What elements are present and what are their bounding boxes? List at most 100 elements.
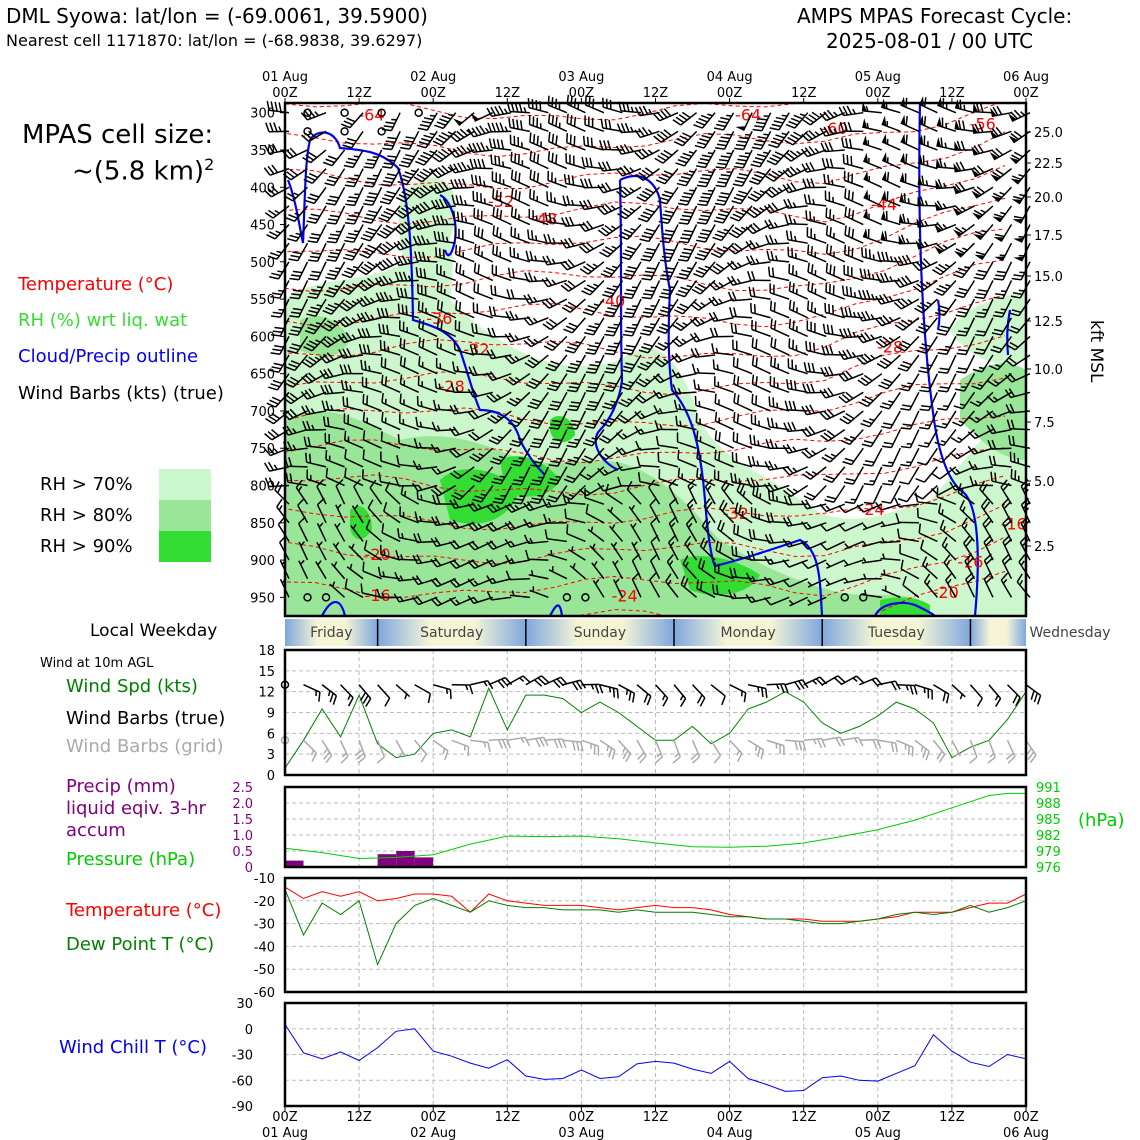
upper-wind-barb-flag: [838, 106, 845, 116]
upper-wind-barb-flag: [471, 323, 474, 333]
upper-wind-barb-flag: [329, 195, 340, 199]
upper-wind-barb-flag: [602, 248, 612, 255]
upper-wind-barb: [862, 135, 883, 151]
upper-wind-barb-flag: [681, 111, 691, 119]
upper-wind-barb-flag: [715, 166, 726, 169]
upper-wind-barb-flag: [750, 550, 756, 561]
upper-wind-barb-flag: [800, 428, 809, 437]
upper-wind-barb: [697, 186, 716, 207]
upper-wind-barb-flag: [527, 405, 537, 410]
upper-wind-barb-flag: [733, 307, 737, 317]
upper-wind-barb: [430, 577, 457, 588]
upper-wind-barb-flag: [631, 572, 640, 580]
upper-wind-barb-flag: [882, 315, 890, 324]
upper-wind-barb-half-flag: [317, 560, 322, 566]
upper-wind-barb: [972, 123, 994, 134]
upper-wind-barb-staff: [751, 422, 771, 431]
upper-wind-barb-flag: [803, 495, 813, 501]
upper-wind-barb-flag: [272, 143, 278, 153]
upper-wind-barb: [763, 596, 790, 606]
upper-wind-barb: [788, 318, 809, 338]
upper-wind-barb-flag: [341, 273, 351, 279]
upper-wind-barb-flag: [337, 334, 345, 343]
upper-wind-barb: [448, 426, 475, 437]
upper-wind-barb-flag: [974, 315, 985, 318]
upper-wind-barb-flag: [356, 313, 363, 323]
upper-wind-barb-flag: [897, 256, 904, 266]
upper-wind-barb-flag: [863, 268, 867, 279]
upper-wind-barb-flag: [739, 484, 745, 494]
upper-wind-barb-flag: [787, 198, 793, 208]
upper-wind-barb-flag: [720, 209, 730, 214]
upper-wind-barb-flag: [418, 141, 429, 146]
upper-wind-barb: [916, 217, 938, 228]
upper-wind-barb-flag: [510, 289, 515, 299]
upper-wind-barb-flag: [311, 233, 321, 236]
upper-wind-barb: [825, 225, 846, 244]
upper-wind-barb: [654, 149, 679, 164]
upper-wind-barb-staff: [788, 272, 808, 282]
upper-wind-barb-flag: [625, 344, 636, 348]
upper-wind-barb-half-flag: [964, 265, 970, 269]
upper-wind-barb: [319, 352, 345, 364]
upper-wind-barb-flag: [976, 292, 986, 296]
upper-wind-barb: [697, 558, 716, 580]
upper-wind-barb-half-flag: [399, 575, 404, 581]
upper-wind-barb-flag: [790, 134, 800, 141]
upper-wind-barb: [713, 469, 734, 487]
upper-wind-barb: [542, 498, 567, 508]
upper-wind-barb-flag: [641, 314, 651, 318]
upper-wind-barb-flag: [274, 101, 278, 112]
upper-wind-barb-half-flag: [962, 506, 966, 512]
upper-wind-barb: [769, 112, 790, 131]
upper-wind-barb-flag: [786, 183, 793, 192]
upper-wind-barb: [584, 317, 605, 336]
upper-wind-barb: [634, 126, 660, 139]
upper-wind-barb: [563, 173, 586, 188]
upper-wind-barb-flag: [665, 267, 675, 270]
upper-wind-barb-flag: [857, 312, 863, 322]
upper-wind-barb: [585, 354, 605, 374]
upper-wind-barb: [731, 186, 753, 205]
upper-wind-barb-half-flag: [774, 238, 778, 245]
upper-wind-barb-flag: [578, 245, 587, 254]
upper-wind-barb-flag: [473, 474, 483, 480]
upper-wind-barb-half-flag: [679, 420, 682, 427]
upper-wind-barb-flag: [345, 283, 355, 290]
upper-wind-barb-flag: [770, 356, 773, 366]
upper-wind-barb-staff: [923, 466, 938, 483]
upper-wind-barb-staff: [530, 335, 549, 348]
upper-wind-barb-pennant: [935, 157, 941, 168]
upper-wind-barb-flag: [701, 560, 706, 570]
upper-wind-barb-flag: [752, 529, 756, 540]
upper-wind-barb: [899, 543, 920, 561]
upper-wind-barb-staff: [902, 317, 920, 331]
cloud-outline-6: [936, 299, 941, 331]
upper-wind-barb-pennant: [453, 118, 463, 126]
upper-wind-barb-flag: [863, 501, 874, 505]
upper-wind-barb-flag: [419, 171, 429, 178]
upper-wind-barb-flag: [690, 348, 696, 358]
upper-wind-barb-flag: [770, 250, 774, 261]
upper-wind-barb-flag: [490, 106, 497, 116]
upper-wind-barb: [770, 337, 790, 356]
upper-wind-barb-flag: [528, 272, 534, 282]
upper-wind-barb-staff: [770, 345, 790, 356]
upper-wind-barb-flag: [846, 349, 853, 359]
upper-wind-barb-flag: [543, 513, 548, 524]
upper-wind-barb: [622, 298, 642, 318]
upper-wind-barb-flag: [823, 111, 831, 120]
upper-wind-barb-flag: [309, 323, 320, 329]
upper-wind-barb: [467, 409, 494, 420]
upper-wind-barb-half-flag: [681, 338, 687, 344]
upper-wind-barb: [454, 244, 475, 263]
upper-wind-barb: [734, 502, 753, 524]
upper-wind-barb-flag: [274, 481, 280, 491]
rh-area-7: [500, 456, 560, 497]
upper-wind-barb: [659, 261, 679, 281]
upper-wind-barb-flag: [362, 430, 366, 440]
upper-wind-barb-half-flag: [614, 560, 619, 566]
upper-wind-barb-flag: [289, 315, 299, 318]
upper-wind-barb: [414, 108, 423, 117]
upper-wind-barb: [471, 323, 493, 338]
